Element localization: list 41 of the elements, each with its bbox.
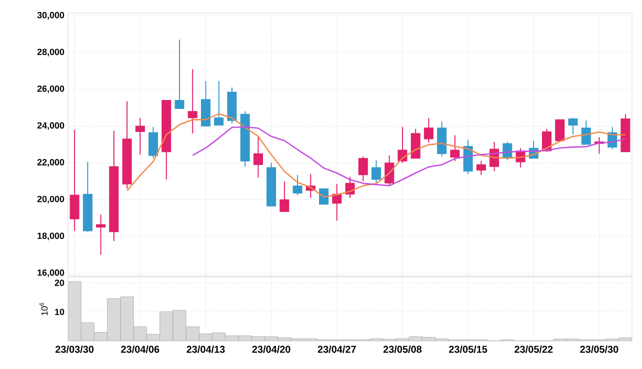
- candlestick: [398, 126, 408, 164]
- candlestick: [424, 117, 434, 144]
- y-tick-label: 20: [54, 280, 64, 286]
- candlestick: [70, 129, 80, 232]
- candlestick: [581, 120, 591, 145]
- candlestick: [384, 155, 394, 186]
- candlestick: [319, 188, 329, 205]
- candlestick: [450, 134, 460, 162]
- candlestick: [135, 117, 145, 156]
- candlestick: [188, 68, 198, 134]
- x-tick-label: 23/05/22: [514, 346, 553, 353]
- candlestick: [292, 174, 302, 196]
- candlestick: [476, 160, 486, 176]
- x-tick-label: 23/05/08: [383, 346, 422, 353]
- y-tick-label: 26,000: [37, 85, 64, 94]
- x-tick-label: 23/03/30: [56, 346, 94, 353]
- candlestick: [568, 117, 578, 135]
- candlestick: [555, 119, 565, 142]
- x-tick-label: 23/04/27: [318, 346, 356, 353]
- y-tick-label: 18,000: [38, 232, 64, 240]
- y-tick-label: 20,000: [37, 196, 64, 204]
- y-tick-label: 22,000: [37, 159, 64, 167]
- x-tick-label: 23/04/20: [252, 346, 290, 353]
- y-axis-title: 10$^{6}$: [40, 302, 48, 316]
- y-tick-label: 10: [55, 308, 64, 316]
- x-tick-label: 23/05/30: [580, 346, 618, 353]
- candlestick: [253, 136, 263, 178]
- candlestick: [96, 214, 106, 256]
- candlestick: [174, 39, 184, 110]
- candlestick: [280, 180, 290, 212]
- candlestick: [371, 160, 381, 186]
- candlestick: [358, 156, 368, 182]
- x-tick-label: 23/04/06: [121, 346, 160, 353]
- y-tick-label: 16,000: [38, 269, 64, 278]
- y-tick-label: 30,000: [37, 12, 64, 20]
- y-tick-label: 28,000: [37, 48, 64, 56]
- candlestick: [214, 80, 224, 126]
- x-tick-label: 23/04/13: [186, 346, 225, 353]
- candlestick: [148, 126, 158, 159]
- x-tick-label: 23/05/15: [449, 346, 488, 353]
- y-tick-label: 24,000: [37, 122, 64, 130]
